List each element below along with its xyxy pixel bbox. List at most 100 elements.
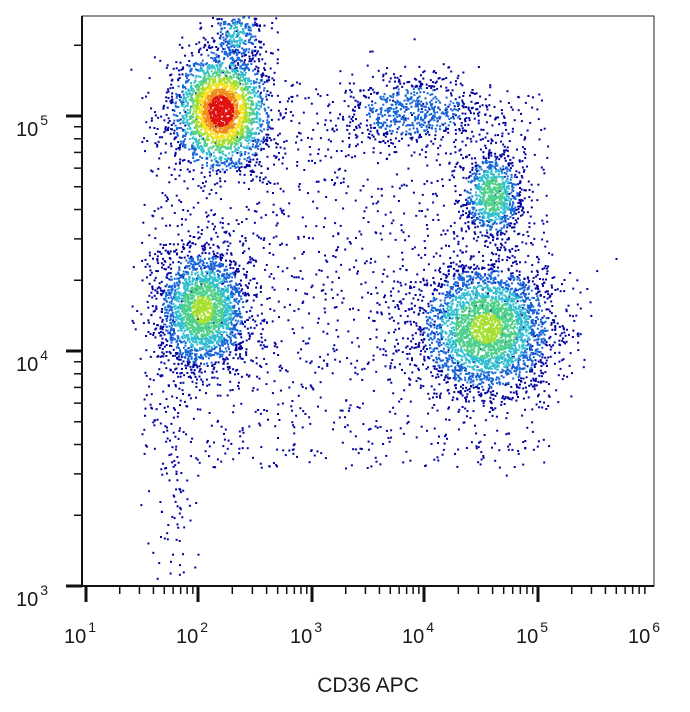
event-dot: [258, 377, 261, 380]
event-dot: [204, 370, 207, 373]
event-dot: [180, 96, 183, 99]
event-dot: [346, 128, 349, 131]
event-dot: [401, 85, 404, 88]
event-dot: [192, 153, 194, 156]
event-dot: [548, 337, 551, 340]
event-dot: [189, 349, 192, 352]
event-dot: [484, 244, 487, 247]
event-dot: [177, 261, 180, 263]
event-dot: [316, 450, 319, 453]
event-dot: [234, 315, 237, 318]
event-dot: [344, 416, 346, 419]
event-dot: [484, 234, 487, 237]
event-dot: [545, 341, 548, 344]
event-dot: [435, 392, 438, 395]
event-dot: [169, 224, 171, 227]
event-dot: [227, 273, 230, 276]
event-dot: [212, 163, 215, 166]
event-dot: [156, 324, 159, 327]
event-dot: [291, 400, 294, 402]
event-dot: [507, 102, 510, 104]
event-dot: [201, 182, 204, 184]
event-dot: [497, 266, 499, 269]
event-dot: [487, 153, 490, 155]
event-dot: [196, 378, 198, 381]
event-dot: [519, 287, 522, 290]
event-dot: [374, 425, 377, 428]
event-dot: [187, 160, 190, 163]
event-dot: [277, 300, 280, 303]
event-dot: [231, 288, 234, 291]
event-dot: [401, 368, 403, 371]
event-dot: [388, 440, 391, 443]
event-dot: [532, 309, 535, 312]
event-dot: [193, 349, 196, 352]
event-dot: [456, 362, 459, 364]
event-dot: [264, 214, 267, 217]
event-dot: [173, 286, 176, 289]
event-dot: [261, 328, 264, 331]
event-dot: [241, 357, 244, 360]
event-dot: [217, 47, 220, 50]
event-dot: [552, 344, 555, 347]
event-dot: [257, 138, 260, 141]
event-dot: [521, 199, 524, 202]
event-dot: [499, 246, 502, 249]
event-dot: [433, 281, 435, 284]
event-dot: [214, 466, 217, 469]
event-dot: [487, 154, 490, 157]
event-dot: [433, 367, 436, 370]
event-dot: [490, 142, 493, 145]
event-dot: [515, 269, 518, 272]
event-dot: [178, 43, 181, 46]
event-dot: [508, 256, 511, 259]
event-dot: [134, 328, 137, 331]
event-dot: [175, 106, 178, 109]
event-dot: [528, 384, 531, 387]
event-dot: [239, 290, 241, 293]
event-dot: [561, 359, 564, 362]
event-dot: [393, 280, 396, 283]
event-dot: [188, 64, 191, 67]
event-dot: [369, 130, 372, 133]
event-dot: [463, 265, 465, 268]
event-dot: [266, 119, 269, 122]
event-dot: [335, 128, 338, 131]
event-dot: [206, 161, 208, 164]
event-dot: [188, 504, 191, 507]
event-dot: [210, 164, 213, 167]
event-dot: [252, 54, 254, 57]
event-dot: [396, 280, 399, 283]
event-dot: [537, 304, 540, 307]
event-dot: [178, 73, 181, 76]
event-dot: [225, 350, 228, 353]
event-dot: [242, 340, 244, 343]
event-dot: [533, 324, 536, 327]
event-dot: [185, 367, 187, 370]
event-dot: [517, 205, 520, 208]
event-dot: [545, 308, 548, 311]
event-dot: [170, 345, 173, 347]
event-dot: [248, 334, 251, 337]
event-dot: [266, 116, 269, 119]
event-dot: [519, 282, 522, 285]
event-dot: [507, 237, 510, 239]
event-dot: [185, 75, 187, 78]
event-dot: [148, 254, 151, 257]
event-dot: [174, 338, 177, 341]
event-dot: [503, 175, 506, 178]
event-dot: [346, 424, 349, 427]
event-dot: [475, 239, 478, 242]
event-dot: [248, 146, 251, 149]
event-dot: [501, 135, 504, 138]
event-dot: [261, 347, 264, 350]
event-dot: [179, 404, 181, 407]
event-dot: [508, 164, 510, 167]
event-dot: [512, 363, 515, 366]
event-dot: [476, 384, 479, 387]
event-dot: [195, 68, 197, 71]
event-dot: [388, 145, 390, 147]
event-dot: [233, 271, 236, 274]
event-dot: [382, 273, 385, 275]
event-dot: [389, 367, 392, 370]
